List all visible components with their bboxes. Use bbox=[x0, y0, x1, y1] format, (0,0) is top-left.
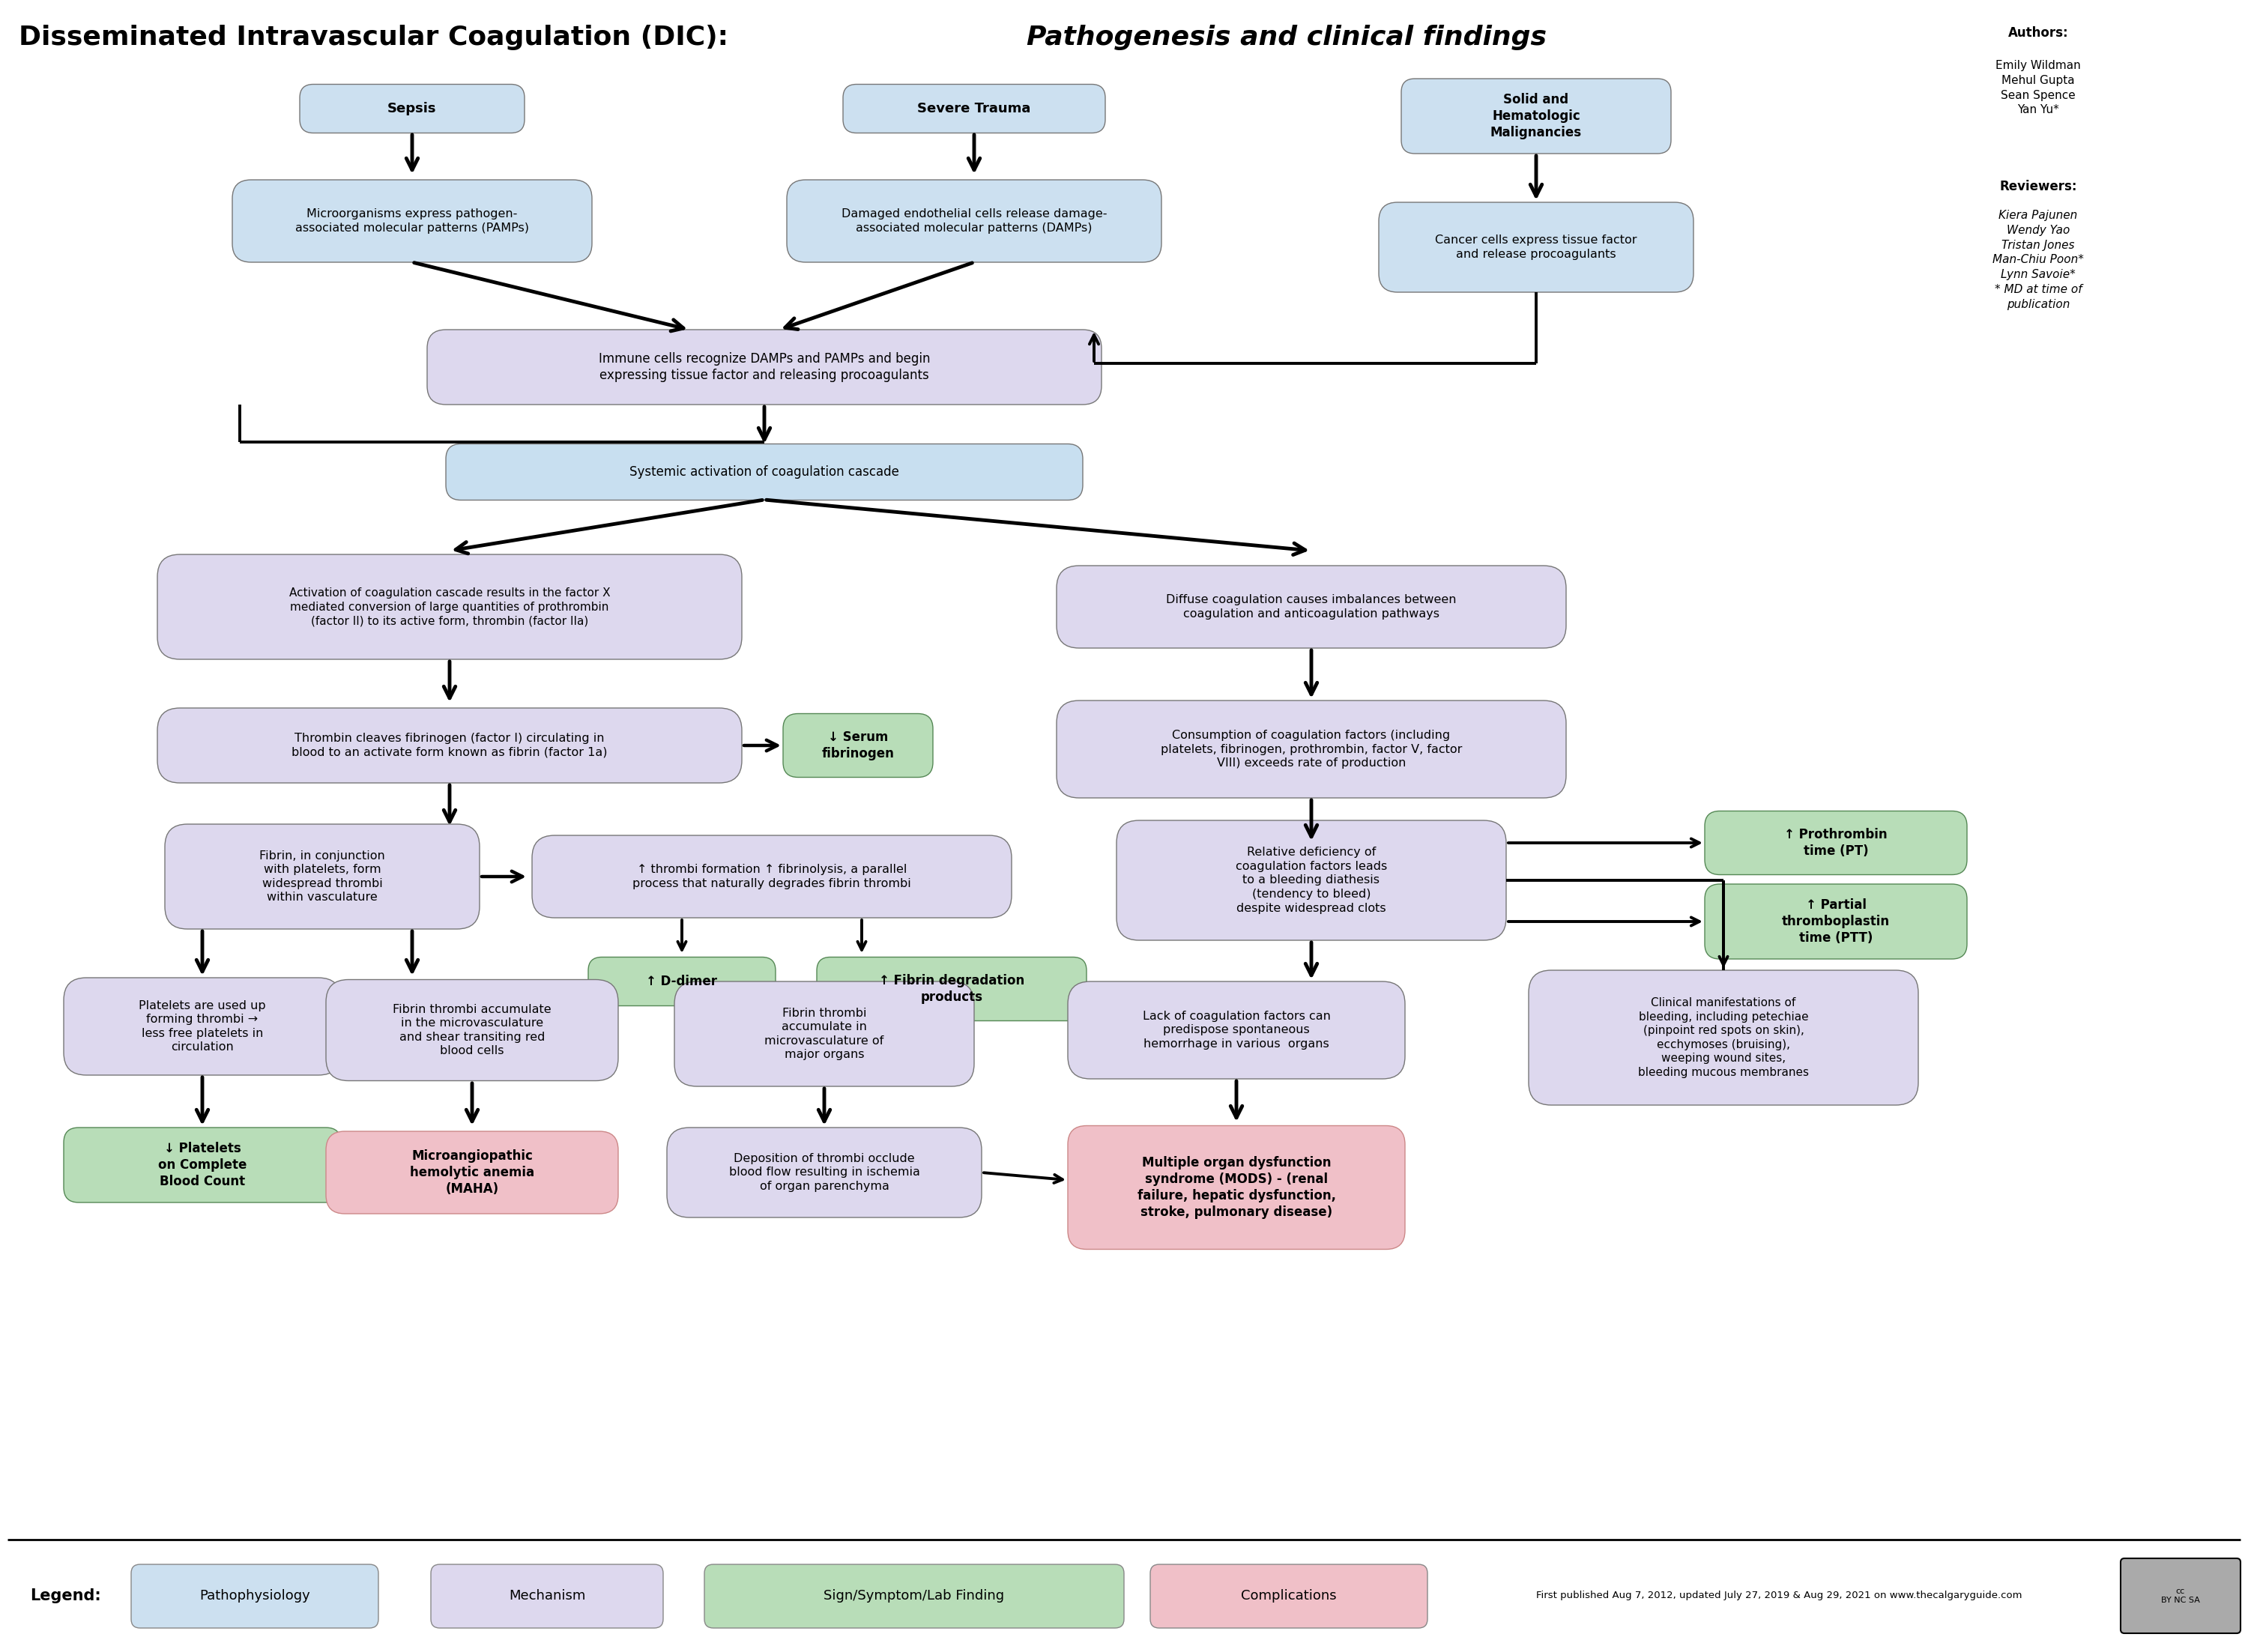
Text: Reviewers:: Reviewers: bbox=[1998, 180, 2077, 193]
Text: Pathogenesis and clinical findings: Pathogenesis and clinical findings bbox=[1027, 25, 1547, 50]
FancyBboxPatch shape bbox=[843, 84, 1106, 132]
Text: Microangiopathic
hemolytic anemia
(MAHA): Microangiopathic hemolytic anemia (MAHA) bbox=[409, 1150, 535, 1196]
Text: Emily Wildman
Mehul Gupta
Sean Spence
Yan Yu*: Emily Wildman Mehul Gupta Sean Spence Ya… bbox=[1996, 59, 2082, 116]
FancyBboxPatch shape bbox=[668, 1128, 982, 1218]
Text: ↑ Partial
thromboplastin
time (PTT): ↑ Partial thromboplastin time (PTT) bbox=[1783, 899, 1891, 945]
FancyBboxPatch shape bbox=[1068, 1125, 1405, 1249]
FancyBboxPatch shape bbox=[787, 180, 1162, 263]
Text: Solid and
Hematologic
Malignancies: Solid and Hematologic Malignancies bbox=[1490, 93, 1583, 139]
Text: Authors:: Authors: bbox=[2007, 26, 2068, 40]
FancyBboxPatch shape bbox=[1378, 202, 1693, 292]
FancyBboxPatch shape bbox=[164, 824, 479, 928]
FancyBboxPatch shape bbox=[130, 1564, 378, 1627]
FancyBboxPatch shape bbox=[589, 957, 776, 1006]
Text: Damaged endothelial cells release damage-
associated molecular patterns (DAMPs): Damaged endothelial cells release damage… bbox=[841, 208, 1106, 233]
FancyBboxPatch shape bbox=[326, 980, 618, 1080]
FancyBboxPatch shape bbox=[232, 180, 591, 263]
FancyBboxPatch shape bbox=[1117, 821, 1506, 940]
FancyBboxPatch shape bbox=[299, 84, 524, 132]
Text: Sign/Symptom/Lab Finding: Sign/Symptom/Lab Finding bbox=[823, 1589, 1005, 1602]
Text: Microorganisms express pathogen-
associated molecular patterns (PAMPs): Microorganisms express pathogen- associa… bbox=[294, 208, 528, 233]
Text: Consumption of coagulation factors (including
platelets, fibrinogen, prothrombin: Consumption of coagulation factors (incl… bbox=[1160, 730, 1461, 768]
Text: Immune cells recognize DAMPs and PAMPs and begin
expressing tissue factor and re: Immune cells recognize DAMPs and PAMPs a… bbox=[598, 352, 931, 382]
Text: ↑ Prothrombin
time (PT): ↑ Prothrombin time (PT) bbox=[1785, 828, 1888, 857]
Text: Lack of coagulation factors can
predispose spontaneous
hemorrhage in various  or: Lack of coagulation factors can predispo… bbox=[1142, 1011, 1331, 1049]
Text: Legend:: Legend: bbox=[29, 1588, 101, 1604]
Text: ↓ Serum
fibrinogen: ↓ Serum fibrinogen bbox=[823, 730, 895, 760]
Text: First published Aug 7, 2012, updated July 27, 2019 & Aug 29, 2021 on www.thecalg: First published Aug 7, 2012, updated Jul… bbox=[1535, 1591, 2023, 1601]
FancyBboxPatch shape bbox=[157, 555, 742, 659]
FancyBboxPatch shape bbox=[326, 1132, 618, 1214]
FancyBboxPatch shape bbox=[63, 978, 342, 1075]
Text: Disseminated Intravascular Coagulation (DIC):: Disseminated Intravascular Coagulation (… bbox=[18, 25, 737, 50]
FancyBboxPatch shape bbox=[1401, 79, 1670, 154]
Text: Systemic activation of coagulation cascade: Systemic activation of coagulation casca… bbox=[629, 466, 899, 479]
FancyBboxPatch shape bbox=[427, 330, 1102, 405]
FancyBboxPatch shape bbox=[63, 1128, 342, 1203]
Text: Relative deficiency of
coagulation factors leads
to a bleeding diathesis
(tenden: Relative deficiency of coagulation facto… bbox=[1236, 847, 1387, 914]
FancyBboxPatch shape bbox=[704, 1564, 1124, 1627]
Text: Thrombin cleaves fibrinogen (factor I) circulating in
blood to an activate form : Thrombin cleaves fibrinogen (factor I) c… bbox=[292, 733, 607, 758]
FancyBboxPatch shape bbox=[2120, 1558, 2241, 1634]
FancyBboxPatch shape bbox=[674, 981, 973, 1087]
Text: Clinical manifestations of
bleeding, including petechiae
(pinpoint red spots on : Clinical manifestations of bleeding, inc… bbox=[1639, 998, 1810, 1079]
FancyBboxPatch shape bbox=[157, 709, 742, 783]
Text: Sepsis: Sepsis bbox=[387, 102, 436, 116]
FancyBboxPatch shape bbox=[432, 1564, 663, 1627]
Text: Platelets are used up
forming thrombi →
less free platelets in
circulation: Platelets are used up forming thrombi → … bbox=[139, 999, 265, 1052]
Text: cc
BY NC SA: cc BY NC SA bbox=[2160, 1588, 2201, 1604]
FancyBboxPatch shape bbox=[1057, 565, 1567, 648]
FancyBboxPatch shape bbox=[1704, 811, 1967, 874]
Text: ↑ Fibrin degradation
products: ↑ Fibrin degradation products bbox=[879, 975, 1025, 1004]
FancyBboxPatch shape bbox=[533, 836, 1012, 919]
Text: Cancer cells express tissue factor
and release procoagulants: Cancer cells express tissue factor and r… bbox=[1434, 235, 1637, 259]
FancyBboxPatch shape bbox=[1704, 884, 1967, 958]
Text: ↓ Platelets
on Complete
Blood Count: ↓ Platelets on Complete Blood Count bbox=[157, 1142, 247, 1188]
Text: Pathophysiology: Pathophysiology bbox=[200, 1589, 310, 1602]
FancyBboxPatch shape bbox=[782, 714, 933, 778]
Text: Complications: Complications bbox=[1241, 1589, 1338, 1602]
Text: Activation of coagulation cascade results in the factor X
mediated conversion of: Activation of coagulation cascade result… bbox=[290, 588, 609, 626]
Text: Fibrin thrombi accumulate
in the microvasculature
and shear transiting red
blood: Fibrin thrombi accumulate in the microva… bbox=[393, 1004, 551, 1057]
Text: Multiple organ dysfunction
syndrome (MODS) - (renal
failure, hepatic dysfunction: Multiple organ dysfunction syndrome (MOD… bbox=[1137, 1156, 1335, 1219]
FancyBboxPatch shape bbox=[1151, 1564, 1427, 1627]
Text: Mechanism: Mechanism bbox=[508, 1589, 584, 1602]
FancyBboxPatch shape bbox=[1529, 970, 1918, 1105]
Text: Diffuse coagulation causes imbalances between
coagulation and anticoagulation pa: Diffuse coagulation causes imbalances be… bbox=[1167, 595, 1457, 620]
FancyBboxPatch shape bbox=[445, 444, 1084, 501]
Text: ↑ D-dimer: ↑ D-dimer bbox=[647, 975, 717, 988]
FancyBboxPatch shape bbox=[1057, 700, 1567, 798]
Text: ↑ thrombi formation ↑ fibrinolysis, a parallel
process that naturally degrades f: ↑ thrombi formation ↑ fibrinolysis, a pa… bbox=[632, 864, 910, 889]
Text: Deposition of thrombi occlude
blood flow resulting in ischemia
of organ parenchy: Deposition of thrombi occlude blood flow… bbox=[728, 1153, 919, 1193]
Text: Severe Trauma: Severe Trauma bbox=[917, 102, 1032, 116]
FancyBboxPatch shape bbox=[1068, 981, 1405, 1079]
Text: Kiera Pajunen
Wendy Yao
Tristan Jones
Man-Chiu Poon*
Lynn Savoie*
* MD at time o: Kiera Pajunen Wendy Yao Tristan Jones Ma… bbox=[1992, 210, 2084, 311]
FancyBboxPatch shape bbox=[816, 957, 1086, 1021]
Text: Fibrin thrombi
accumulate in
microvasculature of
major organs: Fibrin thrombi accumulate in microvascul… bbox=[764, 1008, 883, 1061]
Text: Fibrin, in conjunction
with platelets, form
widespread thrombi
within vasculatur: Fibrin, in conjunction with platelets, f… bbox=[259, 851, 384, 904]
